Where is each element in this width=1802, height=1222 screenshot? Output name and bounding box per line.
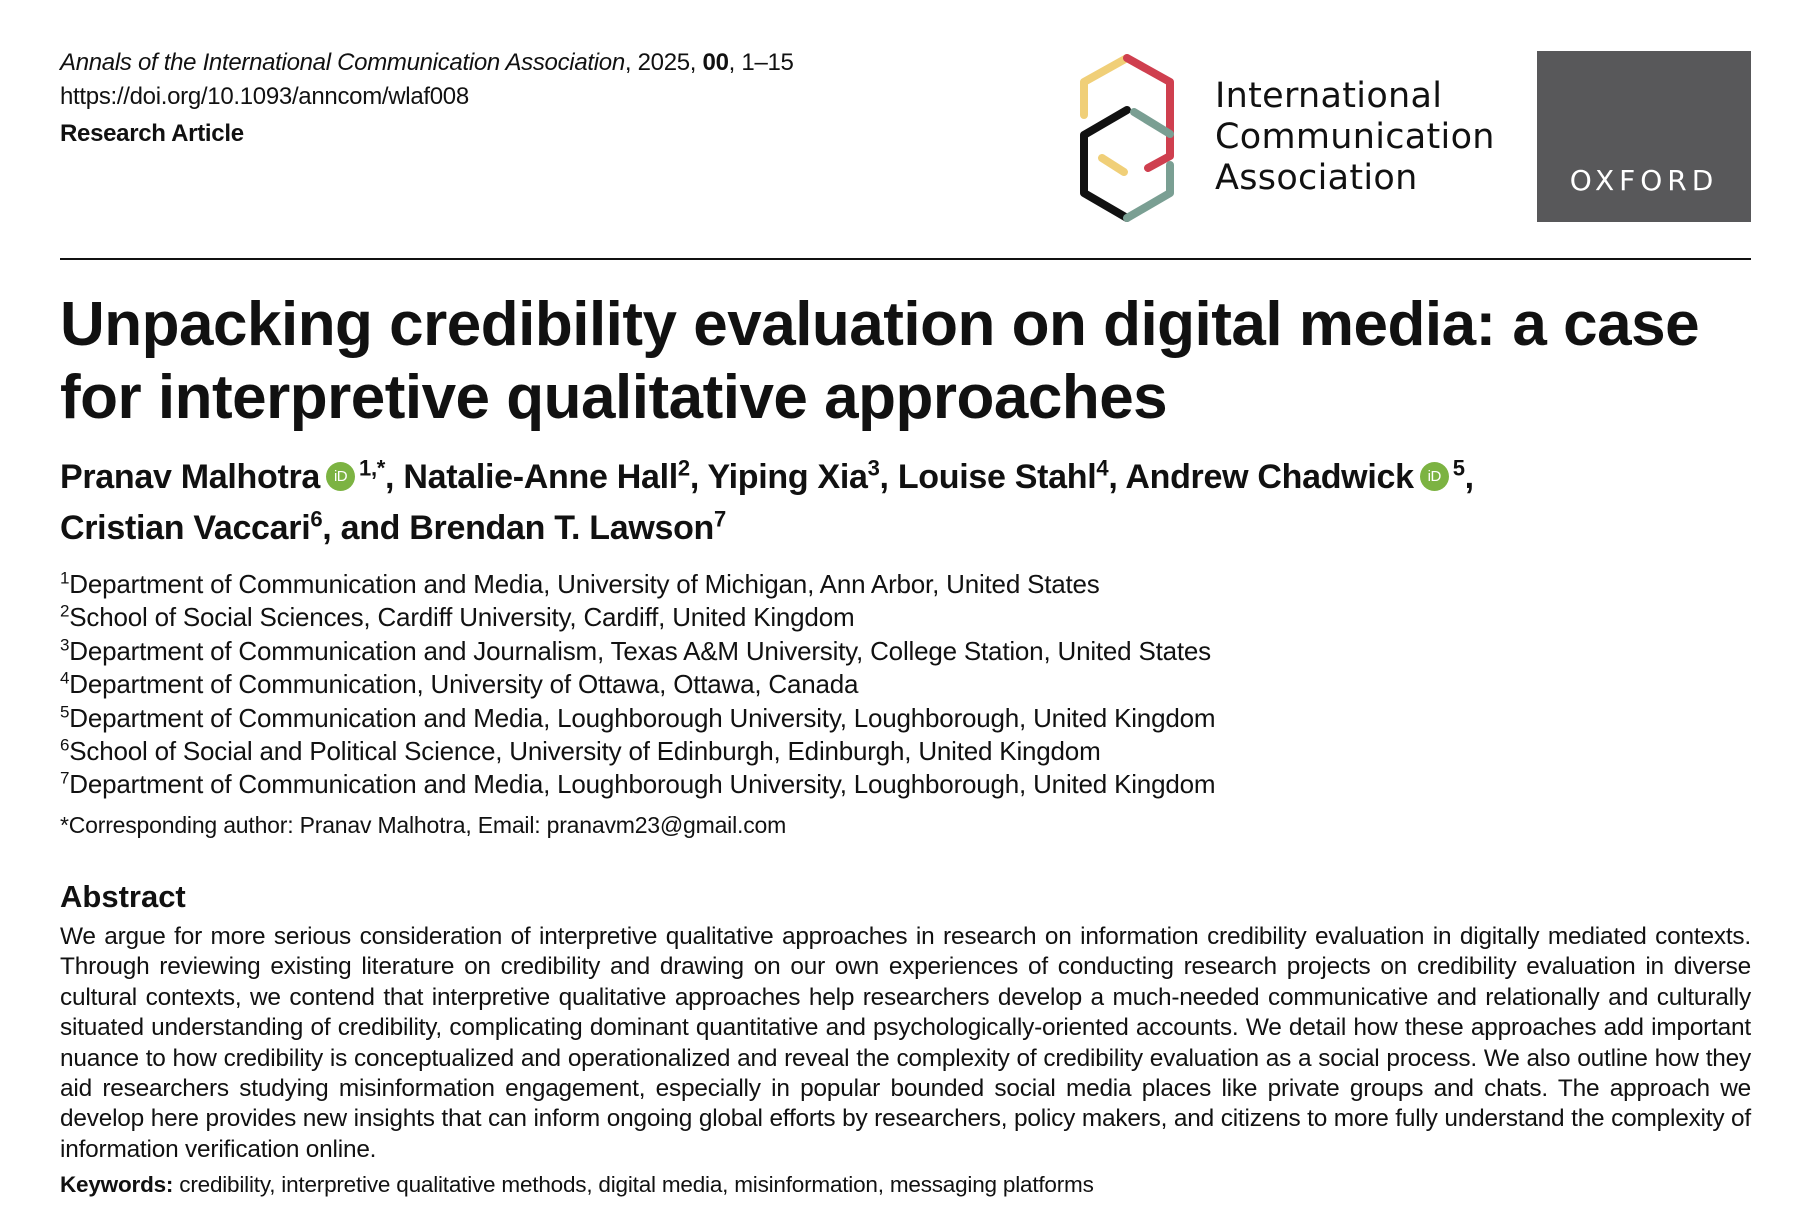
author-affiliation-marker: 3 <box>867 455 880 481</box>
affiliation: 2School of Social Sciences, Cardiff Univ… <box>60 601 1760 634</box>
keywords: Keywords: credibility, interpretive qual… <box>60 1170 1760 1200</box>
affiliation: 1Department of Communication and Media, … <box>60 568 1760 601</box>
affiliation: 3Department of Communication and Journal… <box>60 635 1760 668</box>
article-title: Unpacking credibility evaluation on digi… <box>60 290 1700 432</box>
author-separator: , and <box>322 509 410 547</box>
affiliation: 5Department of Communication and Media, … <box>60 702 1760 735</box>
author-name: Cristian Vaccari <box>60 509 311 547</box>
journal-year: , 2025, <box>624 49 703 76</box>
doi-link[interactable]: https://doi.org/10.1093/anncom/wlaf008 <box>60 83 469 110</box>
abstract-text: We argue for more serious consideration … <box>60 923 1751 1163</box>
orcid-icon[interactable]: iD <box>1419 461 1449 491</box>
ica-name-line: Association <box>1215 158 1418 198</box>
author-affiliation-marker: 5 <box>1452 455 1465 481</box>
affiliation-text: Department of Communication and Media, L… <box>69 702 1216 733</box>
affiliation-number: 5 <box>60 701 70 721</box>
corresponding-author: *Corresponding author: Pranav Malhotra, … <box>60 812 787 838</box>
oxford-logo: OXFORD <box>1537 51 1751 222</box>
affiliation-number: 4 <box>60 668 70 688</box>
affiliation-number: 2 <box>60 601 70 621</box>
author-separator: , <box>1108 458 1126 496</box>
affiliation: 4Department of Communication, University… <box>60 668 1760 701</box>
ica-logo-black-segment <box>1080 106 1131 222</box>
ica-logo-teal-inner <box>1130 108 1174 138</box>
ica-logo-red-segment <box>1123 54 1174 172</box>
journal-citation: Annals of the International Communicatio… <box>60 46 1040 80</box>
ica-logo-teal-segment <box>1123 161 1174 222</box>
article-type: Research Article <box>60 120 244 147</box>
ica-name-line: Communication <box>1215 117 1495 157</box>
affiliation-number: 1 <box>60 568 70 588</box>
affiliation-number: 7 <box>60 768 70 788</box>
author-separator: , <box>385 458 404 496</box>
author-name: Andrew Chadwick <box>1125 458 1414 496</box>
author-name: Natalie-Anne Hall <box>403 458 678 496</box>
journal-pages: , 1–15 <box>728 49 794 76</box>
affiliation-text: Department of Communication, University … <box>69 669 859 700</box>
author-name: Brendan T. Lawson <box>409 509 715 547</box>
affiliation-number: 3 <box>60 635 70 655</box>
affiliation-number: 6 <box>60 735 70 755</box>
affiliation-list: 1Department of Communication and Media, … <box>60 568 1760 802</box>
author-separator: , <box>1464 458 1474 496</box>
affiliation-text: Department of Communication and Media, U… <box>69 569 1100 599</box>
author-name: Yiping Xia <box>707 458 868 496</box>
author-separator: , <box>879 458 898 496</box>
author-list: Pranav Malhotra iD 1,*, Natalie-Anne Hall2… <box>60 452 1760 554</box>
journal-name: Annals of the International Communicatio… <box>60 49 625 76</box>
affiliation-text: School of Social and Political Science, … <box>69 736 1101 767</box>
orcid-icon[interactable]: iD <box>326 461 356 491</box>
oxford-logo-text: OXFORD <box>1569 164 1719 197</box>
ica-logo-yellow-inner <box>1098 154 1128 176</box>
journal-meta: Annals of the International Communicatio… <box>60 46 1040 151</box>
header-divider <box>60 258 1751 260</box>
journal-volume: 00 <box>702 49 729 76</box>
affiliation: 6School of Social and Political Science,… <box>60 735 1760 768</box>
affiliation-text: Department of Communication and Media, L… <box>69 769 1216 800</box>
keywords-list: credibility, interpretive qualitative me… <box>173 1172 1094 1197</box>
ica-name: International Communication Association <box>1215 76 1495 199</box>
affiliation-text: Department of Communication and Journali… <box>69 635 1211 666</box>
ica-name-line: International <box>1215 76 1443 116</box>
affiliation-text: School of Social Sciences, Cardiff Unive… <box>69 602 855 633</box>
abstract-heading: Abstract <box>60 879 186 914</box>
ica-logo-icon <box>1080 54 1174 222</box>
author-affiliation-marker: 6 <box>310 506 323 532</box>
author-name: Louise Stahl <box>897 458 1097 496</box>
author-affiliation-marker: 7 <box>714 506 726 532</box>
keywords-label: Keywords: <box>60 1172 174 1197</box>
author-affiliation-marker: 2 <box>677 455 690 481</box>
affiliation: 7Department of Communication and Media, … <box>60 768 1760 801</box>
ica-logo-yellow-segment <box>1080 54 1131 119</box>
author-affiliation-marker: 1,* <box>359 455 386 481</box>
author-affiliation-marker: 4 <box>1096 455 1109 481</box>
author-name: Pranav Malhotra <box>60 458 321 496</box>
author-separator: , <box>689 458 708 496</box>
